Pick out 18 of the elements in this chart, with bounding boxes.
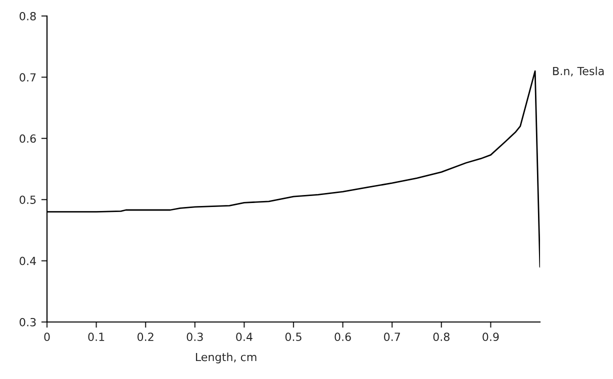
x-tick-label: 0.1 (88, 332, 104, 342)
x-tick-label: 0.2 (138, 332, 154, 342)
x-tick-label: 0.3 (186, 332, 203, 342)
y-tick-label: 0.8 (20, 12, 36, 20)
y-tick-label: 0.5 (20, 196, 36, 204)
x-tick-label: 0.6 (334, 332, 351, 342)
x-tick-label: 0.5 (285, 332, 302, 342)
y-tick-label: 0.6 (20, 134, 36, 143)
x-tick-label: 0.9 (482, 332, 499, 342)
x-tick-label: 0.8 (433, 332, 450, 342)
y-tick-label: 0.3 (20, 318, 36, 326)
y-tick-label: 0.4 (20, 256, 36, 266)
x-axis-title: Length, cm (196, 352, 256, 364)
y-tick-label: 0.7 (20, 73, 36, 82)
x-tick-label: 0.7 (384, 332, 400, 342)
x-tick-label: 0 (44, 332, 50, 342)
x-tick-label: 0.4 (236, 332, 252, 342)
y-axis-title: B.n, Tesla (553, 66, 604, 76)
